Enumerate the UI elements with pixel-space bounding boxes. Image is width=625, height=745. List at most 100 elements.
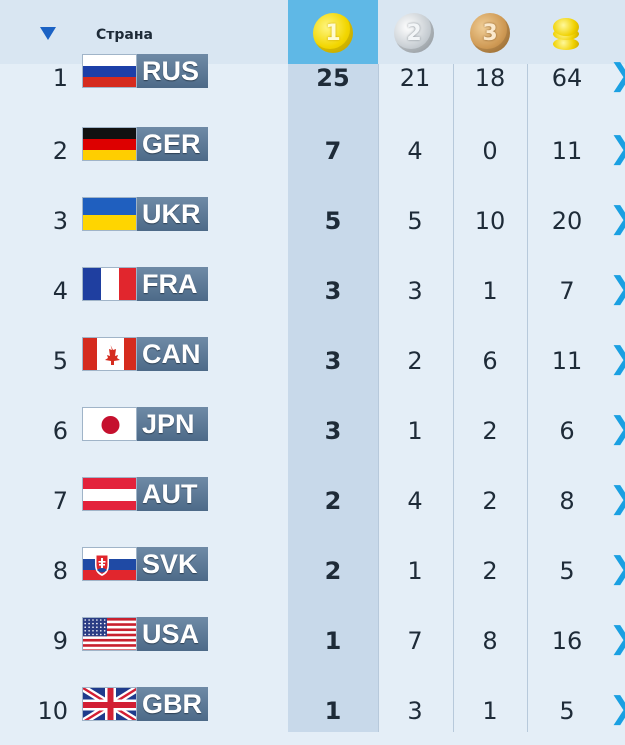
gold-count: 2 — [324, 487, 342, 515]
silver-count: 1 — [407, 417, 423, 445]
silver-count: 3 — [407, 697, 423, 725]
table-row[interactable]: 7 AUT 2 4 2 8 ❯ — [0, 465, 625, 535]
country-code[interactable]: CAN — [137, 337, 208, 371]
total-count: 6 — [559, 417, 575, 445]
gold-count: 3 — [324, 347, 342, 375]
country-code[interactable]: AUT — [137, 477, 208, 511]
bronze-count: 8 — [482, 627, 498, 655]
table-row[interactable]: 6 JPN 3 1 2 6 ❯ — [0, 395, 625, 465]
silver-count: 5 — [407, 207, 423, 235]
rank-number: 5 — [52, 347, 68, 375]
chevron-right-icon[interactable]: ❯ — [609, 271, 625, 306]
bronze-count: 18 — [474, 64, 506, 92]
gold-count: 7 — [324, 137, 342, 165]
rank-number: 1 — [52, 64, 68, 92]
bronze-count: 2 — [482, 487, 498, 515]
silver-count: 3 — [407, 277, 423, 305]
rank-number: 4 — [52, 277, 68, 305]
country-code[interactable]: SVK — [137, 547, 208, 581]
silver-medal-icon[interactable]: 2 — [394, 13, 434, 53]
bronze-count: 0 — [482, 137, 498, 165]
table-row[interactable]: 10 GBR 1 3 1 5 ❯ — [0, 675, 625, 745]
chevron-right-icon[interactable]: ❯ — [609, 341, 625, 376]
usa-flag-icon — [82, 617, 137, 651]
total-count: 5 — [559, 557, 575, 585]
country-code[interactable]: RUS — [137, 54, 208, 88]
column-divider — [527, 64, 528, 732]
bronze-medal-icon[interactable]: 3 — [470, 13, 510, 53]
chevron-right-icon[interactable]: ❯ — [609, 551, 625, 586]
rank-number: 3 — [52, 207, 68, 235]
france-flag-icon — [82, 267, 137, 301]
triangle-down-icon[interactable] — [40, 27, 56, 40]
germany-flag-icon — [82, 127, 137, 161]
column-divider — [453, 64, 454, 732]
country-code[interactable]: FRA — [137, 267, 208, 301]
silver-count: 4 — [407, 137, 423, 165]
silver-count: 7 — [407, 627, 423, 655]
uk-flag-icon — [82, 687, 137, 721]
total-medals-icon[interactable] — [553, 14, 579, 54]
chevron-right-icon[interactable]: ❯ — [609, 481, 625, 516]
canada-flag-icon — [82, 337, 137, 371]
gold-count: 25 — [316, 64, 350, 92]
silver-count: 1 — [407, 557, 423, 585]
table-row[interactable]: 1 RUS 25 21 18 64 ❯ — [0, 42, 625, 112]
chevron-right-icon[interactable]: ❯ — [609, 58, 625, 93]
total-count: 11 — [551, 347, 583, 375]
country-column-header[interactable]: Страна — [96, 27, 153, 43]
gold-count: 1 — [324, 697, 342, 725]
silver-count: 4 — [407, 487, 423, 515]
gold-count: 3 — [324, 417, 342, 445]
column-divider — [378, 64, 379, 732]
bronze-count: 6 — [482, 347, 498, 375]
bronze-count: 10 — [474, 207, 506, 235]
gold-medal-icon[interactable]: 1 — [313, 13, 353, 53]
total-count: 20 — [551, 207, 583, 235]
table-row[interactable]: 3 UKR 5 5 10 20 ❯ — [0, 185, 625, 255]
total-count: 16 — [551, 627, 583, 655]
table-row[interactable]: 5 CAN 3 2 6 11 ❯ — [0, 325, 625, 395]
japan-flag-icon — [82, 407, 137, 441]
gold-count: 1 — [324, 627, 342, 655]
total-count: 8 — [559, 487, 575, 515]
total-count: 64 — [551, 64, 583, 92]
table-row[interactable]: 4 FRA 3 3 1 7 ❯ — [0, 255, 625, 325]
rank-number: 8 — [52, 557, 68, 585]
total-count: 5 — [559, 697, 575, 725]
russia-flag-icon — [82, 54, 137, 88]
table-header: Страна 1 2 3 — [0, 0, 625, 64]
gold-count: 2 — [324, 557, 342, 585]
rank-number: 7 — [52, 487, 68, 515]
total-count: 11 — [551, 137, 583, 165]
bronze-count: 2 — [482, 557, 498, 585]
chevron-right-icon[interactable]: ❯ — [609, 201, 625, 236]
country-code[interactable]: JPN — [137, 407, 208, 441]
country-code[interactable]: USA — [137, 617, 208, 651]
chevron-right-icon[interactable]: ❯ — [609, 691, 625, 726]
chevron-right-icon[interactable]: ❯ — [609, 621, 625, 656]
country-code[interactable]: UKR — [137, 197, 208, 231]
total-count: 7 — [559, 277, 575, 305]
table-row[interactable]: 8 SVK 2 1 2 5 ❯ — [0, 535, 625, 605]
rank-number: 10 — [37, 697, 68, 725]
bronze-count: 2 — [482, 417, 498, 445]
chevron-right-icon[interactable]: ❯ — [609, 411, 625, 446]
gold-count: 5 — [324, 207, 342, 235]
slovakia-flag-icon — [82, 547, 137, 581]
gold-count: 3 — [324, 277, 342, 305]
country-code[interactable]: GER — [137, 127, 208, 161]
chevron-right-icon[interactable]: ❯ — [609, 131, 625, 166]
table-row[interactable]: 9 USA 1 7 8 16 ❯ — [0, 605, 625, 675]
rank-number: 9 — [52, 627, 68, 655]
silver-count: 2 — [407, 347, 423, 375]
bronze-count: 1 — [482, 277, 498, 305]
gold-column-highlight — [288, 0, 378, 732]
austria-flag-icon — [82, 477, 137, 511]
rank-number: 6 — [52, 417, 68, 445]
country-code[interactable]: GBR — [137, 687, 208, 721]
rank-number: 2 — [52, 137, 68, 165]
bronze-count: 1 — [482, 697, 498, 725]
table-row[interactable]: 2 GER 7 4 0 11 ❯ — [0, 115, 625, 185]
